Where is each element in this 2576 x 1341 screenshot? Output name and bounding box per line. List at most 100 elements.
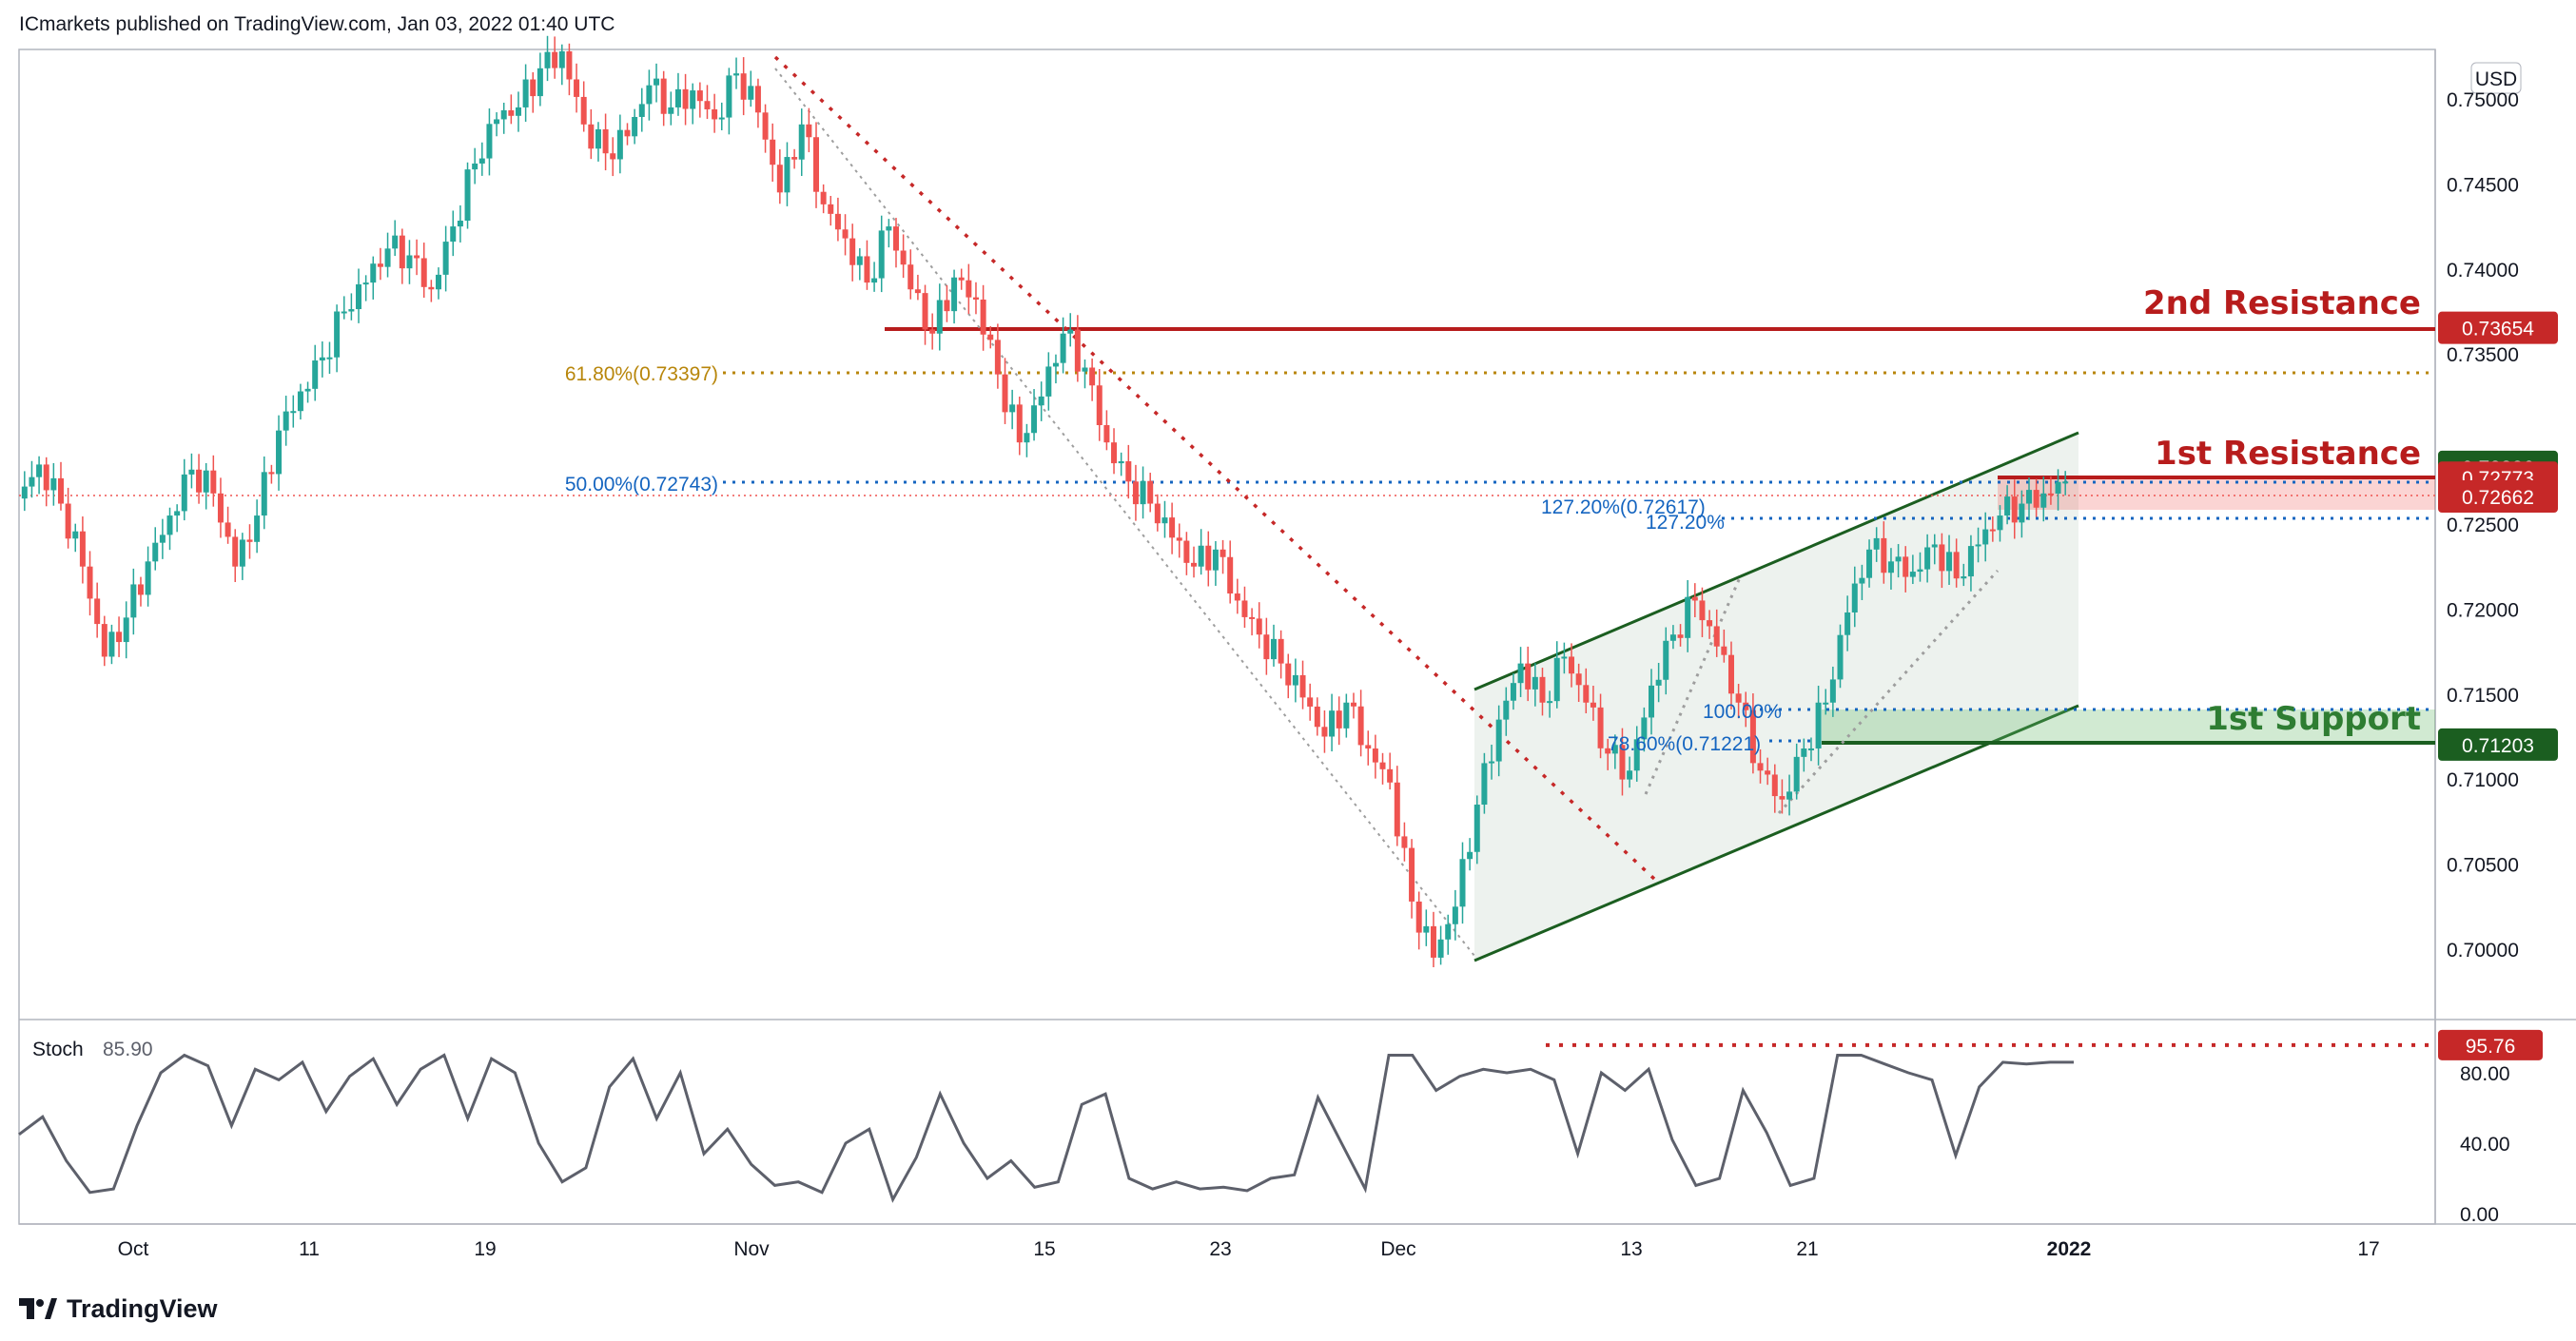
candle-body [1786,791,1793,800]
candle-body [1234,593,1240,601]
price-tag [2438,480,2558,514]
candle-body [588,124,595,149]
candle-body [1569,656,1575,674]
time-tick-label: 13 [1620,1238,1642,1260]
candle-body [1357,706,1364,746]
price-tick-label: 0.72500 [2447,515,2519,536]
support-1-label: 1st Support [2206,700,2421,738]
candle-body [770,139,776,165]
time-tick-label: Dec [1380,1238,1415,1260]
candle-body [944,300,950,312]
price-axis[interactable]: 0.75000 0.74500 0.74000 0.73500 0.72500 0.720… [2447,89,2519,962]
candle-body [1031,405,1038,434]
price-tick-label: 0.74000 [2447,260,2519,282]
candle-body [261,472,267,516]
fib-500-label: 50.00%(0.72743) [565,474,718,496]
candle-body [1350,702,1356,707]
candle-body [987,334,994,340]
candle-body [1917,569,1923,573]
candle-body [638,104,645,117]
candle-body [348,309,355,312]
candle-body [464,169,471,222]
channel-lower-line[interactable] [1473,704,2079,962]
candle-body [239,539,245,567]
candle-body [1314,706,1320,728]
candle-body [334,311,341,358]
candle-body [1111,442,1118,464]
candle-body [1365,745,1372,749]
time-tick-label: 23 [1209,1238,1231,1260]
candle-body [1779,796,1786,800]
candle-body [1815,702,1822,748]
candle-body [1437,939,1444,958]
candle-body [1757,763,1764,771]
candle-body [580,96,587,125]
candle-body [1997,515,2003,531]
candle-body [1198,545,1204,567]
tradingview-logo-icon [19,1298,57,1319]
stoch-tick-label: 40.00 [2460,1134,2510,1156]
candle-body [79,531,86,567]
candle-body [494,119,500,125]
candle-body [1212,549,1219,571]
candle-body [2047,493,2054,496]
stoch-title: Stoch [32,1039,84,1060]
footer-brand[interactable]: TradingView [19,1292,218,1326]
candle-body [1793,756,1800,792]
time-axis[interactable]: Oct 11 19 Nov 15 23 Dec 13 21 2022 17 [118,1238,2380,1260]
candle-body [1060,333,1066,363]
candle-body [1183,540,1190,563]
candle-body [1605,748,1611,754]
descending-trendline[interactable] [773,55,1657,882]
candle-body [108,632,115,657]
candle-body [123,617,129,643]
candle-body [370,263,377,283]
candle-body [1467,851,1473,860]
candle-body [972,297,979,300]
candle-body [159,534,166,543]
candle-body [1169,517,1176,538]
candle-body [1823,702,1829,705]
candle-body [1125,460,1132,482]
candle-body [224,522,231,537]
candle-body [1829,679,1836,703]
candle-body [486,124,493,159]
price-tag [2438,311,2558,344]
candle-body [1118,460,1124,464]
candle-body [1575,673,1582,686]
candle-body [966,280,972,298]
candle-body [1227,556,1234,594]
candle-body [428,286,435,290]
candle-body [1009,404,1016,413]
candle-body [1735,693,1742,703]
candle-body [435,274,441,290]
candle-body [806,124,812,138]
candle-body [900,250,907,265]
time-tick-label: Nov [733,1238,770,1260]
candle-body [36,464,43,477]
candle-body [1517,663,1524,684]
channel-upper-line[interactable] [1473,431,2079,691]
candle-body [2019,503,2025,523]
candle-body [304,388,311,392]
candle-body [1372,748,1378,763]
candle-body [980,299,986,335]
candle-body [196,469,203,493]
candle-body [1263,634,1270,660]
candle-body [1873,537,1880,550]
candle-body [174,511,181,516]
candle-body [1024,433,1030,443]
candle-body [145,561,151,595]
candle-body [1096,385,1103,426]
stoch-axis[interactable]: 80.00 40.00 0.00 95.76 [2438,1029,2543,1226]
candle-body [892,226,899,251]
candle-body [166,515,173,535]
candle-body [522,79,529,107]
candle-body [442,242,449,275]
candle-body [283,411,289,431]
candle-body [1801,748,1807,757]
footer-brand-text: TradingView [67,1293,218,1323]
currency-badge[interactable] [2470,62,2522,94]
